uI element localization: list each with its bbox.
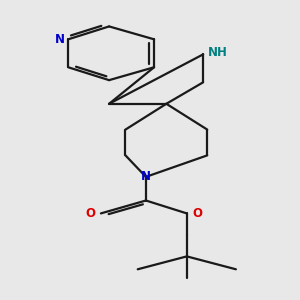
Text: N: N bbox=[141, 170, 151, 183]
Text: N: N bbox=[55, 33, 65, 46]
Text: O: O bbox=[192, 207, 202, 220]
Text: NH: NH bbox=[208, 46, 227, 59]
Text: O: O bbox=[86, 207, 96, 220]
